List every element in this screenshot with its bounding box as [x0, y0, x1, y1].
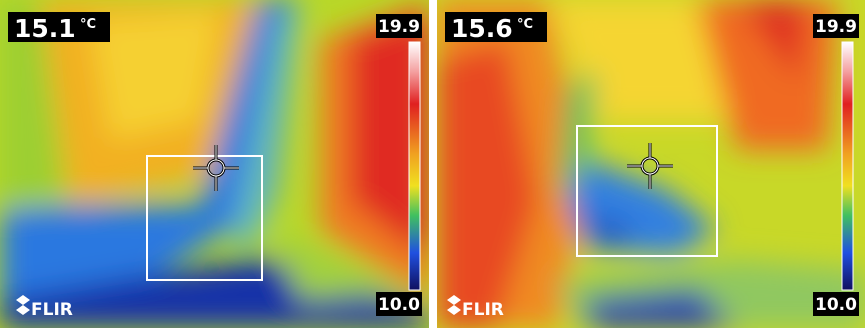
spot-temp: 15.6 — [451, 14, 513, 43]
scale-min: 10.0 — [815, 295, 857, 315]
thermal-panel: 15.6 °C 19.9 10.0 FLIR — [437, 0, 865, 328]
scale-min: 10.0 — [378, 295, 420, 315]
color-scale — [842, 42, 853, 290]
unit: °C — [80, 17, 96, 32]
color-scale — [409, 42, 420, 290]
thermal-image — [437, 0, 865, 328]
thermal-image — [0, 0, 429, 328]
thermal-screens: 15.1 °C 19.9 10.0 FLIR — [0, 0, 865, 328]
scale-max: 19.9 — [815, 17, 857, 37]
thermal-panel: 15.1 °C 19.9 10.0 FLIR — [0, 0, 429, 328]
logo: FLIR — [31, 300, 73, 320]
logo: FLIR — [462, 300, 504, 320]
scale-max: 19.9 — [378, 17, 420, 37]
page: 15.1 °C 19.9 10.0 FLIR — [0, 0, 865, 328]
spot-temp: 15.1 — [14, 14, 76, 43]
unit: °C — [517, 17, 533, 32]
